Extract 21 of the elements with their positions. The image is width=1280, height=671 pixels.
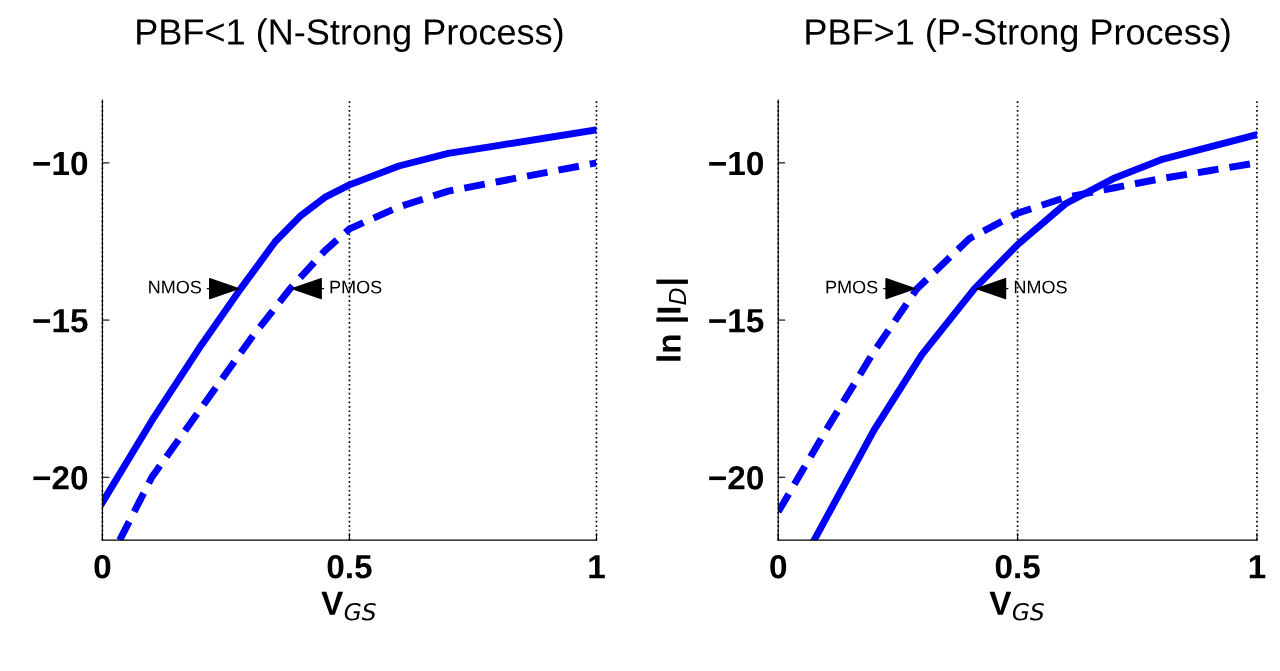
annotation: PMOS: [826, 280, 878, 294]
y-tick-label: −10: [33, 151, 88, 176]
y-axis-title: ln |I$_{D}$|: [656, 279, 688, 361]
y-tick-label: −20: [33, 466, 88, 490]
x-axis-title: V$_{GS}$: [989, 591, 1044, 621]
chart-title: PBF<1 (N-Strong Process): [137, 18, 563, 52]
x-tick-label: 1: [1249, 555, 1266, 579]
x-axis-title: V$_{GS}$: [321, 591, 376, 621]
y-tick-label: −10: [709, 151, 763, 176]
x-tick-label: 0: [94, 554, 111, 579]
x-tick-label: 1: [589, 555, 605, 579]
annotation: NMOS: [149, 280, 202, 294]
y-tick-label: −20: [709, 466, 763, 490]
x-tick-label: 0: [770, 554, 787, 579]
annotation: NMOS: [1014, 280, 1067, 294]
y-tick-label: −15: [709, 309, 764, 333]
annotation: PMOS: [330, 280, 382, 294]
x-tick-label: 0.5: [995, 554, 1040, 579]
chart-title: PBF>1 (P-Strong Process): [806, 18, 1230, 52]
x-tick-label: 0.5: [327, 554, 372, 579]
y-tick-label: −15: [33, 309, 88, 333]
